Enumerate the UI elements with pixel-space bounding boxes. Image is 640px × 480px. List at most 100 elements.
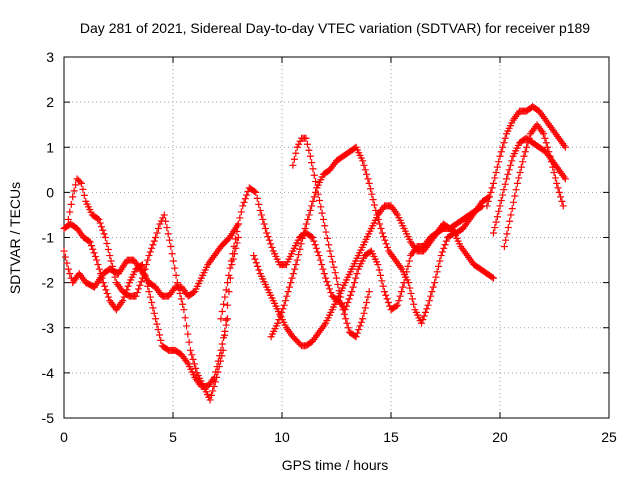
data-point <box>310 237 318 245</box>
data-point <box>489 229 497 237</box>
data-point <box>180 306 188 314</box>
data-point <box>361 304 369 312</box>
data-point <box>63 259 71 267</box>
data-point <box>280 301 288 309</box>
data-point <box>517 163 525 171</box>
data-point <box>66 208 74 216</box>
data-point <box>275 316 283 324</box>
data-point <box>491 174 499 182</box>
data-point <box>382 240 390 248</box>
data-point <box>487 188 495 196</box>
data-point <box>314 248 322 256</box>
series-f <box>267 143 497 341</box>
data-point <box>97 223 105 231</box>
data-point <box>323 234 331 242</box>
data-point <box>326 285 334 293</box>
data-point <box>154 224 162 232</box>
data-point <box>64 215 72 223</box>
data-point <box>148 244 156 252</box>
data-point <box>359 315 367 323</box>
data-point <box>352 274 360 282</box>
data-point <box>315 252 323 260</box>
data-point <box>251 187 259 195</box>
data-point <box>189 355 197 363</box>
data-point <box>435 262 443 270</box>
data-point <box>72 181 80 189</box>
data-point <box>343 302 351 310</box>
data-point <box>376 220 384 228</box>
data-point <box>301 224 309 232</box>
data-point <box>251 255 259 263</box>
data-point <box>107 257 115 265</box>
data-point <box>379 282 387 290</box>
data-point <box>392 302 400 310</box>
data-point <box>253 194 261 202</box>
data-point <box>91 252 99 260</box>
data-point <box>150 309 158 317</box>
data-point <box>149 241 157 249</box>
data-point <box>510 198 518 206</box>
data-point <box>395 297 403 305</box>
data-point <box>76 178 84 186</box>
data-point <box>135 285 143 293</box>
data-point <box>183 322 191 330</box>
data-point <box>102 286 110 294</box>
x-axis-ticks: 0 5 10 15 20 25 <box>60 57 617 445</box>
data-point <box>363 298 371 306</box>
data-point <box>259 215 267 223</box>
data-point <box>241 195 249 203</box>
data-point <box>364 175 372 183</box>
data-point <box>546 152 554 160</box>
data-point <box>501 180 509 188</box>
data-point <box>99 279 107 287</box>
data-point <box>218 352 226 360</box>
series-j <box>500 121 567 251</box>
data-point <box>508 157 516 165</box>
data-point <box>308 202 316 210</box>
data-point <box>319 265 327 273</box>
series-b <box>60 220 231 390</box>
data-point <box>309 165 317 173</box>
x-tick-label: 15 <box>383 429 399 445</box>
data-point <box>375 266 383 274</box>
data-point <box>516 169 524 177</box>
data-point <box>181 314 189 322</box>
y-tick-label: 2 <box>46 94 54 110</box>
data-point <box>300 229 308 237</box>
data-point <box>343 319 351 327</box>
data-point <box>357 318 365 326</box>
data-point <box>377 271 385 279</box>
data-point <box>220 300 228 308</box>
data-point <box>261 224 269 232</box>
data-point <box>278 308 286 316</box>
data-point <box>254 262 262 270</box>
data-point <box>233 239 241 247</box>
data-point <box>425 297 433 305</box>
data-point <box>103 289 111 297</box>
data-point <box>79 185 87 193</box>
y-tick-label: -3 <box>42 320 55 336</box>
data-point <box>321 222 329 230</box>
data-point <box>381 236 389 244</box>
data-point <box>488 184 496 192</box>
data-point <box>361 166 369 174</box>
data-point <box>492 169 500 177</box>
data-point <box>497 196 505 204</box>
data-point <box>489 274 497 282</box>
data-point <box>233 227 241 235</box>
data-point <box>410 300 418 308</box>
data-point <box>380 233 388 241</box>
data-point <box>210 382 218 390</box>
data-point <box>437 252 445 260</box>
data-point <box>293 256 301 264</box>
data-point <box>111 273 119 281</box>
data-point <box>515 174 523 182</box>
data-point <box>378 229 386 237</box>
data-point <box>185 338 193 346</box>
data-point <box>355 326 363 334</box>
data-point <box>66 270 74 278</box>
data-point <box>315 196 323 204</box>
data-point <box>325 241 333 249</box>
data-point <box>488 273 496 281</box>
